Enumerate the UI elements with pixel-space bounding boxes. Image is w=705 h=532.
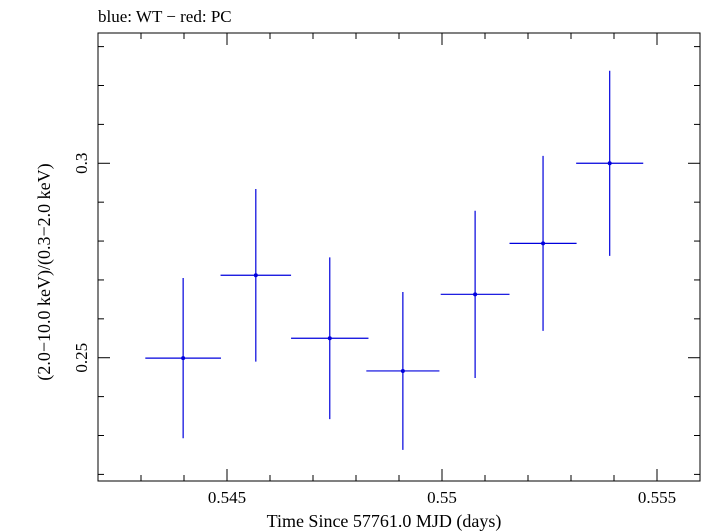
x-tick-label: 0.55 — [427, 488, 457, 507]
x-axis-label: Time Since 57761.0 MJD (days) — [267, 511, 502, 532]
y-axis-label: (2.0−10.0 keV)/(0.3−2.0 keV) — [34, 163, 55, 380]
data-point — [473, 292, 478, 297]
data-point — [541, 241, 546, 246]
data-point — [253, 273, 258, 278]
y-tick-label: 0.25 — [72, 343, 91, 373]
x-tick-label: 0.545 — [208, 488, 246, 507]
data-layer — [145, 70, 644, 450]
y-tick-label: 0.3 — [72, 153, 91, 174]
axis-ticks: 0.545 0.55 0.555 0.25 0.3 — [72, 33, 701, 507]
data-point — [607, 161, 612, 166]
chart-title: blue: WT − red: PC — [98, 7, 232, 26]
data-point — [181, 356, 186, 361]
data-point — [327, 336, 332, 341]
data-point — [400, 368, 405, 373]
x-tick-label: 0.555 — [638, 488, 676, 507]
